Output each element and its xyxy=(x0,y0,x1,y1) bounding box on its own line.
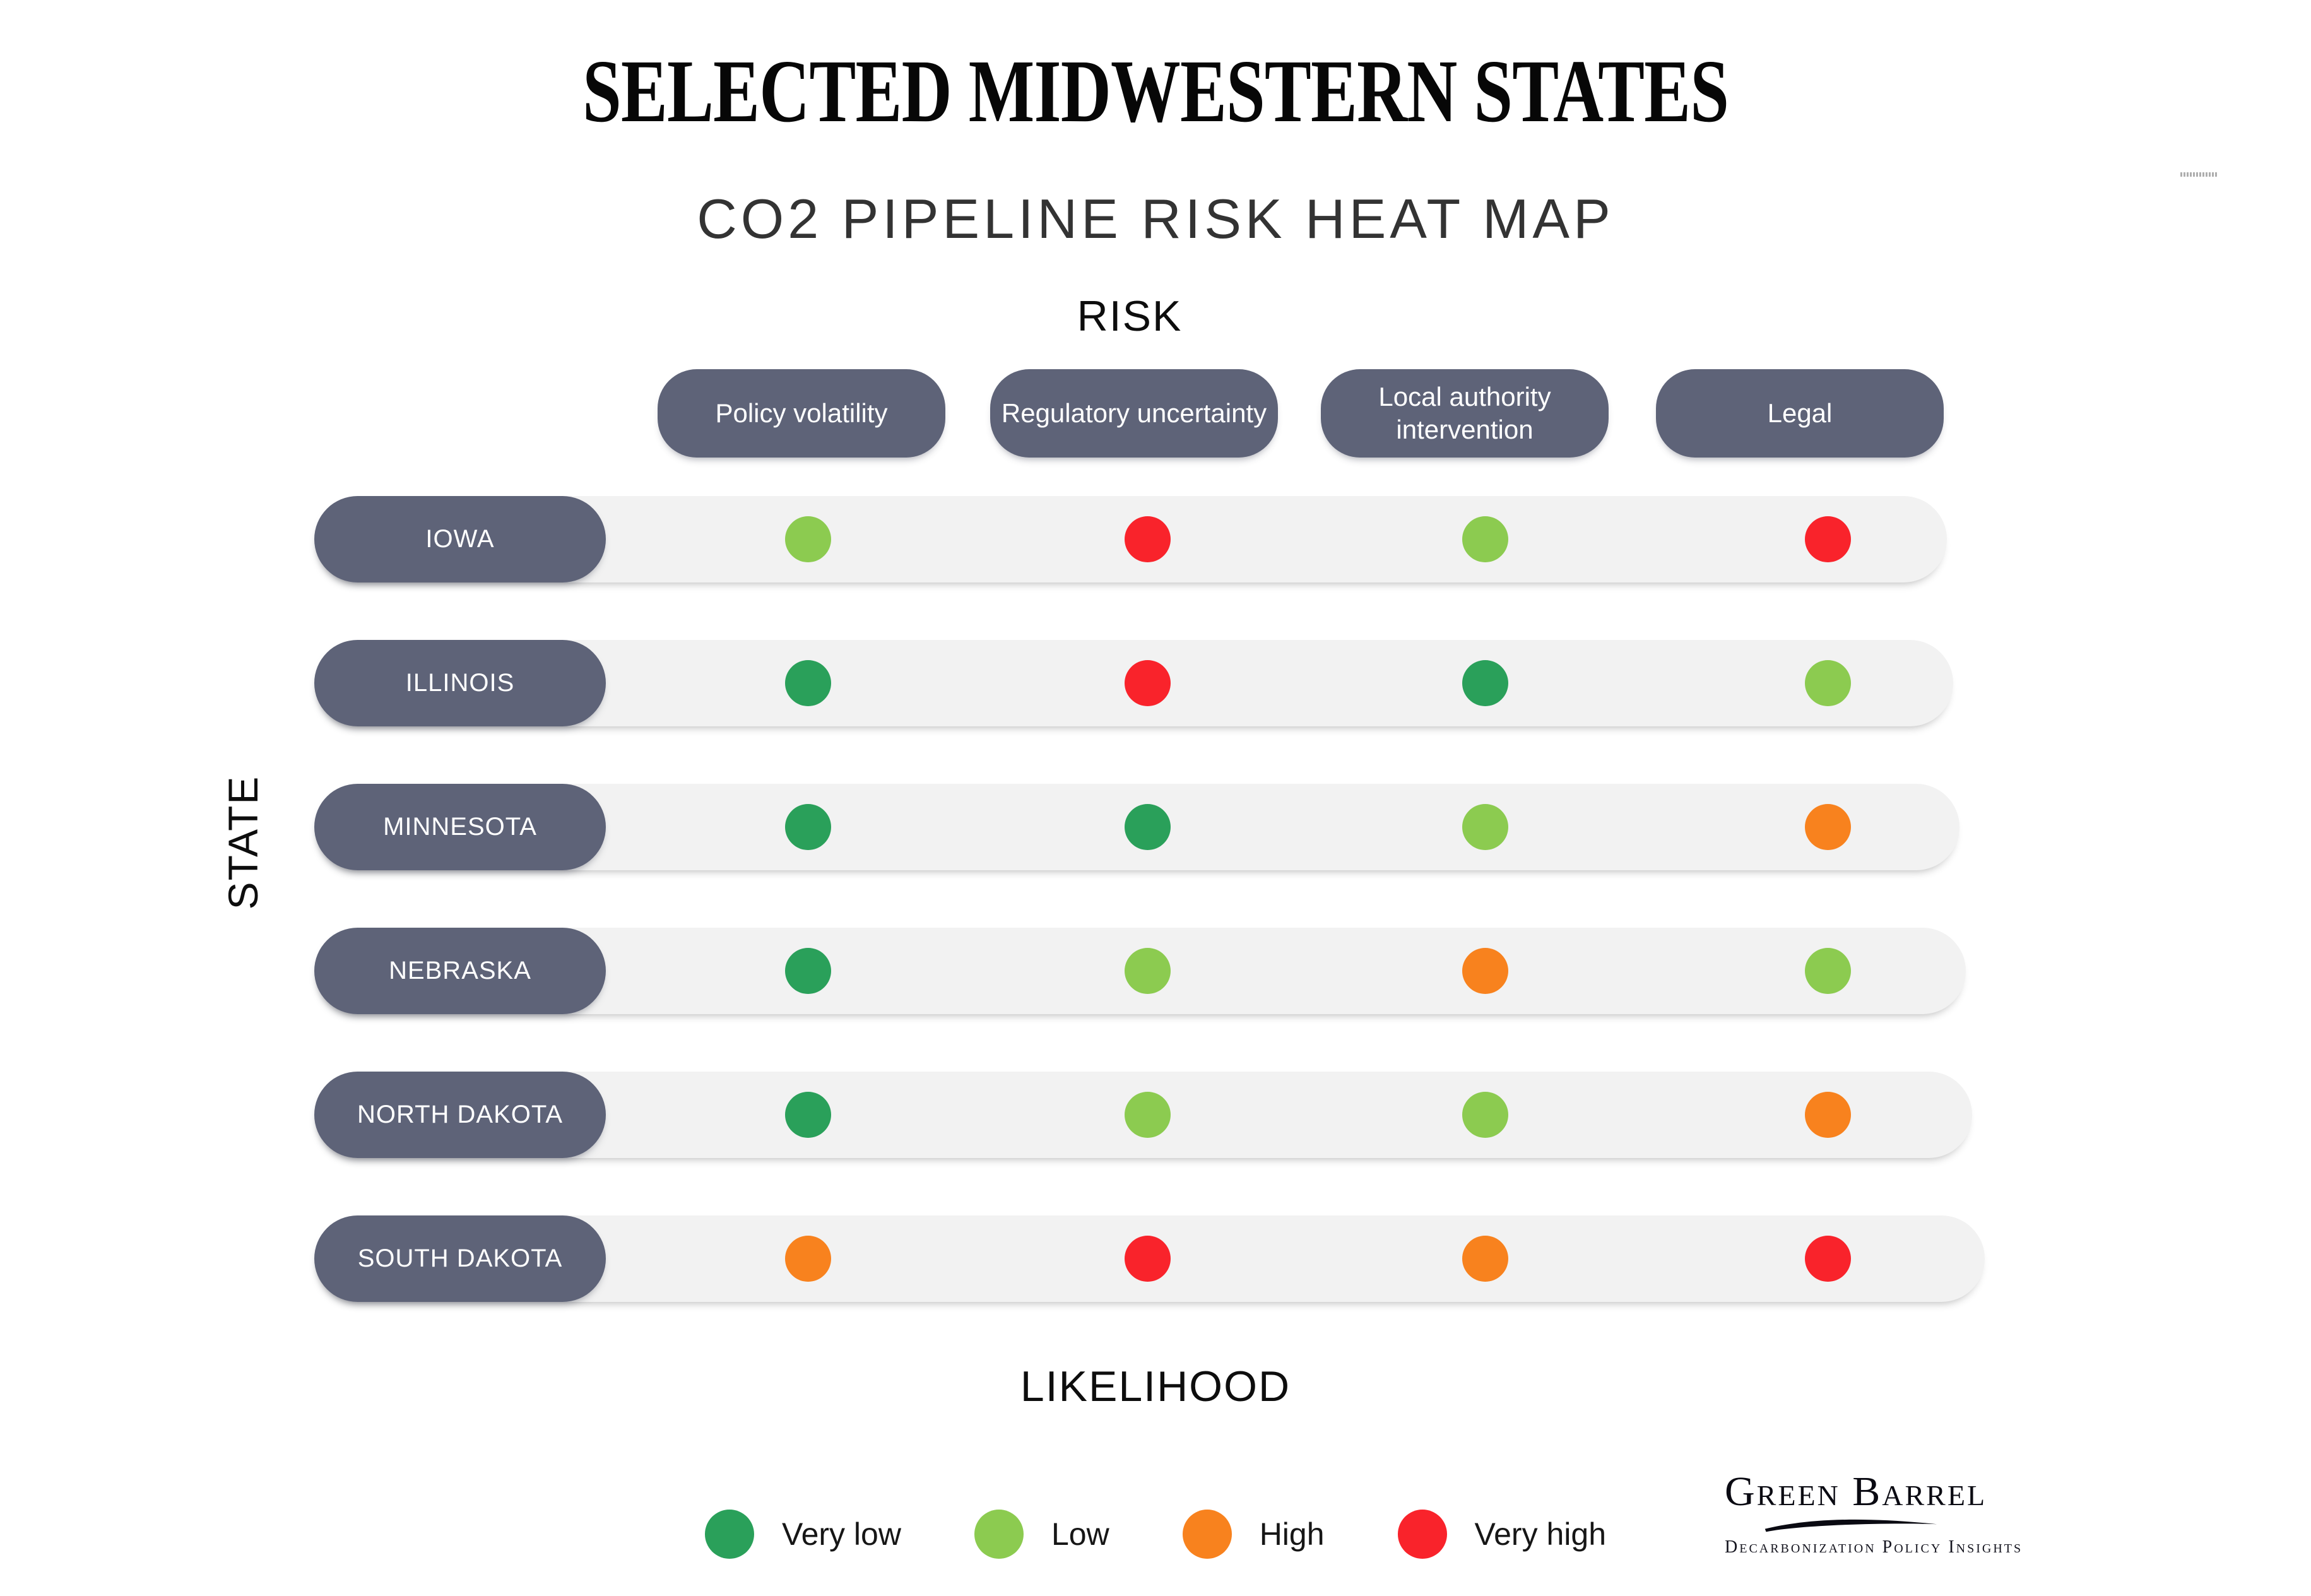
risk-dot xyxy=(1462,516,1508,562)
likelihood-axis-title: LIKELIHOOD xyxy=(1020,1363,1291,1410)
legend-dot xyxy=(1397,1510,1447,1559)
row-label: SOUTH DAKOTA xyxy=(357,1244,563,1272)
legend-label: Very low xyxy=(781,1516,901,1552)
row-label-pill: IOWA xyxy=(314,496,606,582)
risk-dot xyxy=(1462,804,1508,850)
risk-dot xyxy=(1125,660,1171,706)
column-header-label: Regulatory uncertainty xyxy=(1001,398,1267,428)
risk-dot xyxy=(1462,1236,1508,1282)
column-header-pill: Regulatory uncertainty xyxy=(990,369,1278,458)
state-axis-title: STATE xyxy=(220,775,266,910)
brand-logo: Green Barrel Decarbonization Policy Insi… xyxy=(1725,1468,2023,1558)
legend-item: High xyxy=(1182,1510,1325,1559)
risk-dot xyxy=(785,1236,831,1282)
legend-item: Very high xyxy=(1397,1510,1607,1559)
row-track: NEBRASKA xyxy=(314,928,1966,1014)
legend: Very low Low High Very high xyxy=(704,1510,1607,1559)
risk-dot xyxy=(1805,804,1851,850)
legend-label: Very high xyxy=(1474,1516,1607,1552)
risk-dot xyxy=(1125,804,1171,850)
row-label: NORTH DAKOTA xyxy=(357,1101,564,1128)
row-label: ILLINOIS xyxy=(405,669,515,697)
row-track: MINNESOTA xyxy=(314,784,1959,870)
column-header-pill: Legal xyxy=(1656,369,1944,458)
legend-dot xyxy=(974,1510,1024,1559)
risk-dot xyxy=(1125,1236,1171,1282)
risk-dot xyxy=(1805,516,1851,562)
risk-dot xyxy=(1125,1092,1171,1138)
row-track: SOUTH DAKOTA xyxy=(314,1215,1985,1302)
row-label-pill: ILLINOIS xyxy=(314,640,606,726)
risk-dot xyxy=(1805,948,1851,994)
legend-item: Very low xyxy=(704,1510,901,1559)
page-subtitle: CO2 PIPELINE RISK HEAT MAP xyxy=(697,187,1614,250)
legend-label: High xyxy=(1259,1516,1325,1552)
risk-dot xyxy=(1805,660,1851,706)
risk-dot xyxy=(785,516,831,562)
row-label: IOWA xyxy=(425,525,495,553)
column-header-pill: Local authority intervention xyxy=(1321,369,1609,458)
risk-dot xyxy=(1125,948,1171,994)
column-header-pill: Policy volatility xyxy=(658,369,945,458)
risk-dot xyxy=(1462,660,1508,706)
row-label-pill: SOUTH DAKOTA xyxy=(314,1215,606,1302)
row-track: ILLINOIS xyxy=(314,640,1953,726)
risk-dot xyxy=(785,1092,831,1138)
brand-tagline: Decarbonization Policy Insights xyxy=(1725,1537,2023,1557)
risk-dot xyxy=(1462,1092,1508,1138)
risk-dot xyxy=(1805,1092,1851,1138)
logo-swoosh-icon xyxy=(1764,1519,1937,1532)
row-label-pill: MINNESOTA xyxy=(314,784,606,870)
risk-dot xyxy=(1125,516,1171,562)
legend-dot xyxy=(704,1510,754,1559)
brand-name: Green Barrel xyxy=(1725,1469,1987,1515)
risk-dot xyxy=(1462,948,1508,994)
row-track: IOWA xyxy=(314,496,1947,582)
column-header-label: Local authority intervention xyxy=(1378,381,1551,445)
row-label-pill: NEBRASKA xyxy=(314,928,606,1014)
risk-axis-title: RISK xyxy=(1077,292,1183,340)
row-label: NEBRASKA xyxy=(389,957,531,984)
page-title-text: SELECTED MIDWESTERN STATES xyxy=(582,41,1729,141)
risk-dot xyxy=(785,804,831,850)
column-header-label: Legal xyxy=(1767,398,1833,428)
legend-label: Low xyxy=(1051,1516,1109,1552)
fine-print-mark xyxy=(2180,172,2217,177)
legend-item: Low xyxy=(974,1510,1109,1559)
row-label-pill: NORTH DAKOTA xyxy=(314,1072,606,1158)
row-label: MINNESOTA xyxy=(383,813,537,841)
column-header-label: Policy volatility xyxy=(715,398,888,428)
risk-dot xyxy=(1805,1236,1851,1282)
risk-dot xyxy=(785,660,831,706)
row-track: NORTH DAKOTA xyxy=(314,1072,1972,1158)
risk-dot xyxy=(785,948,831,994)
page-title: SELECTED MIDWESTERN STATES xyxy=(0,39,2311,143)
legend-dot xyxy=(1182,1510,1232,1559)
